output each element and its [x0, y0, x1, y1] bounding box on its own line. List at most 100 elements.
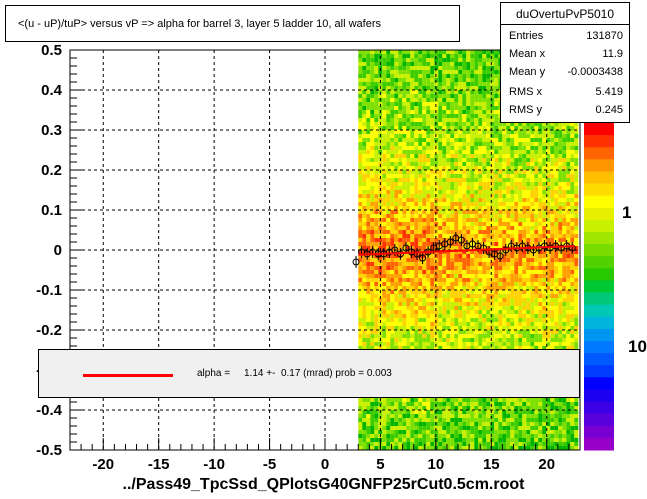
heat-cell — [406, 190, 411, 194]
heat-cell — [462, 334, 467, 338]
heat-cell — [530, 434, 535, 438]
heat-cell — [362, 154, 367, 158]
heat-cell — [478, 126, 483, 130]
heat-cell — [474, 418, 479, 422]
heat-cell — [478, 334, 483, 338]
heat-cell — [402, 246, 407, 250]
heat-cell — [370, 186, 375, 190]
heat-cell — [386, 134, 391, 138]
heat-cell — [526, 214, 531, 218]
heat-cell — [514, 146, 519, 150]
heat-cell — [370, 322, 375, 326]
heat-cell — [546, 406, 551, 410]
heat-cell — [510, 310, 515, 314]
heat-cell — [442, 322, 447, 326]
heat-cell — [550, 398, 555, 402]
heat-cell — [446, 58, 451, 62]
heat-cell — [506, 198, 511, 202]
heat-cell — [418, 322, 423, 326]
heat-cell — [526, 150, 531, 154]
heat-cell — [430, 326, 435, 330]
heat-cell — [358, 82, 363, 86]
heat-cell — [530, 218, 535, 222]
heat-cell — [470, 410, 475, 414]
heat-cell — [486, 266, 491, 270]
heat-cell — [486, 398, 491, 402]
heat-cell — [474, 406, 479, 410]
heat-cell — [450, 254, 455, 258]
heat-cell — [438, 134, 443, 138]
heat-cell — [518, 162, 523, 166]
heat-cell — [474, 306, 479, 310]
heat-cell — [366, 334, 371, 338]
heat-cell — [466, 314, 471, 318]
heat-cell — [370, 126, 375, 130]
heat-cell — [502, 146, 507, 150]
heat-cell — [462, 86, 467, 90]
heat-cell — [534, 230, 539, 234]
heat-cell — [466, 398, 471, 402]
heat-cell — [538, 158, 543, 162]
heat-cell — [486, 210, 491, 214]
heat-cell — [390, 110, 395, 114]
heat-cell — [402, 270, 407, 274]
heat-cell — [498, 278, 503, 282]
heat-cell — [526, 270, 531, 274]
heat-cell — [418, 294, 423, 298]
heat-cell — [502, 158, 507, 162]
heat-cell — [374, 50, 379, 54]
heat-cell — [450, 110, 455, 114]
heat-cell — [394, 126, 399, 130]
heat-cell — [402, 138, 407, 142]
heat-cell — [450, 278, 455, 282]
heat-cell — [474, 166, 479, 170]
heat-cell — [394, 426, 399, 430]
heat-cell — [494, 54, 499, 58]
heat-cell — [502, 302, 507, 306]
heat-cell — [366, 86, 371, 90]
heat-cell — [358, 198, 363, 202]
heat-cell — [450, 118, 455, 122]
heat-cell — [374, 126, 379, 130]
heat-cell — [506, 342, 511, 346]
heat-cell — [450, 270, 455, 274]
heat-cell — [522, 326, 527, 330]
heat-cell — [374, 442, 379, 446]
heat-cell — [530, 278, 535, 282]
heat-cell — [358, 110, 363, 114]
heat-cell — [430, 194, 435, 198]
heat-cell — [466, 130, 471, 134]
heat-cell — [370, 74, 375, 78]
heat-cell — [490, 190, 495, 194]
heat-cell — [546, 314, 551, 318]
heat-cell — [406, 318, 411, 322]
heat-cell — [414, 290, 419, 294]
heat-cell — [486, 102, 491, 106]
heat-cell — [382, 410, 387, 414]
heat-cell — [458, 66, 463, 70]
heat-cell — [506, 406, 511, 410]
heat-cell — [542, 214, 547, 218]
heat-cell — [522, 186, 527, 190]
heat-cell — [474, 322, 479, 326]
heat-cell — [370, 146, 375, 150]
heat-cell — [494, 290, 499, 294]
heat-cell — [518, 294, 523, 298]
heat-cell — [434, 214, 439, 218]
heat-cell — [402, 338, 407, 342]
heat-cell — [406, 54, 411, 58]
heat-cell — [482, 234, 487, 238]
heat-cell — [486, 214, 491, 218]
heat-cell — [454, 86, 459, 90]
heat-cell — [398, 418, 403, 422]
heat-cell — [462, 106, 467, 110]
heat-cell — [442, 218, 447, 222]
heat-cell — [418, 418, 423, 422]
heat-cell — [482, 202, 487, 206]
heat-cell — [478, 122, 483, 126]
heat-cell — [486, 178, 491, 182]
heat-cell — [374, 214, 379, 218]
heat-cell — [446, 322, 451, 326]
heat-cell — [358, 134, 363, 138]
heat-cell — [406, 230, 411, 234]
